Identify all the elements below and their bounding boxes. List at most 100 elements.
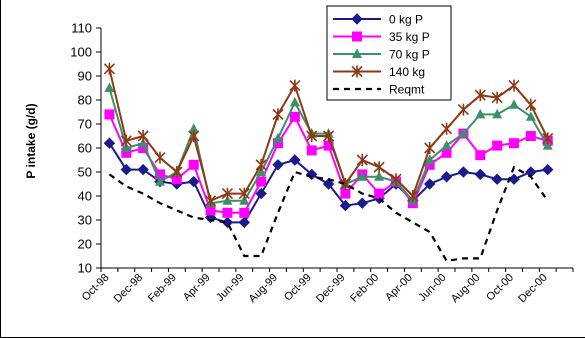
data-point <box>188 123 199 133</box>
data-point <box>492 140 503 151</box>
data-point <box>474 89 486 102</box>
data-point <box>492 108 503 119</box>
data-point <box>273 138 283 149</box>
data-point <box>491 91 503 104</box>
data-point <box>104 82 115 92</box>
x-tick-label: Oct-98 <box>80 272 112 304</box>
data-point <box>121 147 132 158</box>
data-point <box>188 130 200 142</box>
data-point <box>525 111 536 121</box>
data-point <box>424 178 436 190</box>
y-axis-label: P intake (g/d) <box>24 103 38 178</box>
x-tick-label: Dec-99 <box>314 272 348 306</box>
data-point <box>306 130 318 142</box>
data-point <box>155 176 165 186</box>
data-point <box>154 151 166 164</box>
data-point <box>104 109 115 120</box>
data-point <box>424 142 436 154</box>
data-point <box>323 130 335 142</box>
data-point <box>188 159 199 170</box>
data-point <box>239 195 250 205</box>
data-point <box>171 174 182 185</box>
data-point <box>352 48 362 58</box>
x-tick-label: Dec-98 <box>112 272 146 306</box>
data-point <box>238 187 250 200</box>
data-point <box>390 173 402 186</box>
data-point <box>373 161 385 174</box>
data-point <box>171 166 183 178</box>
data-point <box>525 166 537 178</box>
data-point <box>508 79 520 92</box>
data-point <box>424 159 435 170</box>
data-point <box>352 31 362 42</box>
data-point <box>222 207 233 218</box>
legend-label: 140 kg <box>389 65 425 79</box>
data-point <box>440 171 453 183</box>
data-point <box>138 143 149 153</box>
data-point <box>137 130 149 142</box>
data-point <box>542 140 553 150</box>
data-point <box>255 158 267 171</box>
data-point <box>323 140 334 151</box>
data-point <box>475 150 486 161</box>
legend-label: Reqmt <box>389 83 425 97</box>
data-point <box>457 166 470 178</box>
x-tick-label: Feb-99 <box>146 272 179 305</box>
data-point <box>441 140 452 150</box>
legend-entry: 35 kg P <box>333 30 430 44</box>
x-tick-label: Dec-00 <box>516 272 550 306</box>
data-point <box>374 171 385 181</box>
y-tick-label: 20 <box>78 237 92 252</box>
data-point <box>272 108 284 121</box>
legend-label: 35 kg P <box>389 30 430 44</box>
data-point <box>458 128 469 138</box>
data-point <box>238 216 250 229</box>
y-tick-label: 70 <box>78 117 92 132</box>
data-point <box>155 169 165 180</box>
data-point <box>340 188 351 199</box>
data-point <box>407 190 419 202</box>
legend-label: 0 kg P <box>389 13 423 27</box>
y-tick-label: 80 <box>78 93 92 108</box>
data-point <box>525 98 537 111</box>
x-tick-label: Oct-00 <box>484 272 516 304</box>
data-point <box>509 99 519 109</box>
series-35-kg-p <box>104 109 553 218</box>
data-point <box>205 205 216 216</box>
y-tick-label: 100 <box>70 45 92 60</box>
x-tick-label: Aug-00 <box>449 272 483 306</box>
y-tick-label: 110 <box>71 21 92 36</box>
data-point <box>424 154 435 164</box>
data-point <box>339 199 352 212</box>
data-point <box>121 142 132 152</box>
data-point <box>475 108 486 119</box>
data-point <box>289 111 300 122</box>
data-point <box>542 132 554 145</box>
series-line <box>108 165 549 262</box>
data-point <box>239 207 250 218</box>
data-point <box>525 131 536 141</box>
data-point <box>120 134 132 147</box>
data-point <box>441 122 453 135</box>
data-point <box>351 13 363 25</box>
data-point <box>103 62 115 75</box>
data-point <box>351 65 363 78</box>
y-tick-label: 30 <box>78 213 92 228</box>
data-point <box>357 171 368 181</box>
data-point <box>474 168 486 181</box>
series-reqmt <box>108 165 549 262</box>
x-tick-label: Oct-99 <box>282 272 314 304</box>
data-point <box>289 96 300 107</box>
x-tick-label: Jun-99 <box>214 272 246 304</box>
data-point <box>508 173 520 185</box>
x-tick-label: Apr-00 <box>383 272 415 304</box>
data-point <box>272 159 284 171</box>
legend-entry: Reqmt <box>333 83 425 97</box>
data-point <box>137 163 149 176</box>
data-point <box>120 163 132 176</box>
y-tick-label: 50 <box>78 165 92 180</box>
y-tick-label: 40 <box>78 189 92 204</box>
legend-entry: 0 kg P <box>333 13 423 27</box>
